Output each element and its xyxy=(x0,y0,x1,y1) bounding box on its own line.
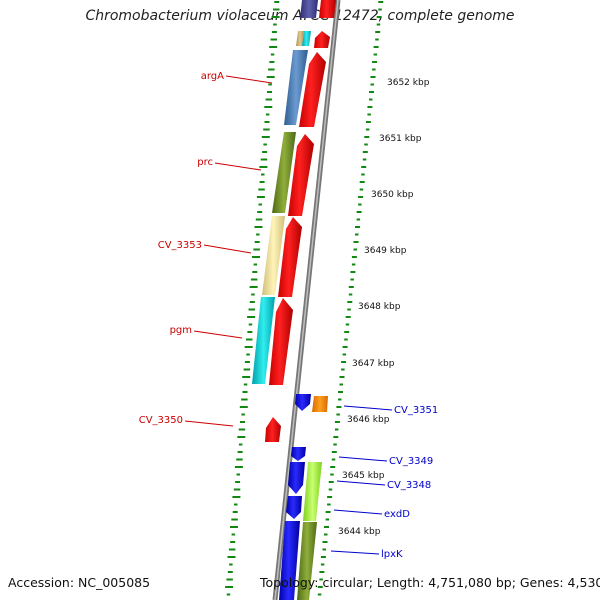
reverse-strand-cds-track xyxy=(265,0,336,442)
tick-label: 3648 kbp xyxy=(358,302,401,312)
cds-arrow-forward[interactable] xyxy=(288,462,305,494)
gene-label-arga[interactable]: argA xyxy=(201,71,224,82)
tick-label: 3644 kbp xyxy=(338,527,381,537)
gene-label-exdd[interactable]: exdD xyxy=(384,509,410,520)
cds-arrow-forward[interactable] xyxy=(295,394,311,411)
cds-arrow-reverse[interactable] xyxy=(265,417,281,442)
cds-arrow-reverse[interactable] xyxy=(299,52,326,127)
position-tick-labels: 3652 kbp 3651 kbp 3650 kbp 3649 kbp 3648… xyxy=(338,78,430,537)
label-leader xyxy=(225,75,273,84)
cog-category-track xyxy=(252,0,318,384)
label-leader xyxy=(193,330,243,339)
cog-block xyxy=(284,50,308,125)
tick-label: 3651 kbp xyxy=(379,134,422,144)
gene-label-cv-3353[interactable]: CV_3353 xyxy=(158,240,202,251)
cog-block xyxy=(300,0,318,18)
label-leader xyxy=(203,244,252,254)
tick-label: 3650 kbp xyxy=(371,190,414,200)
label-leader xyxy=(338,456,388,462)
gene-label-pgm[interactable]: pgm xyxy=(170,325,192,336)
label-leader xyxy=(333,509,383,515)
tick-label: 3649 kbp xyxy=(364,246,407,256)
cog-block xyxy=(262,216,285,295)
accession-text: Accession: NC_005085 xyxy=(8,575,151,590)
cog-block xyxy=(302,31,311,46)
label-leader xyxy=(214,162,262,171)
gene-label-cv-3350[interactable]: CV_3350 xyxy=(139,415,183,426)
label-leader xyxy=(336,480,386,486)
cds-arrow-reverse[interactable] xyxy=(288,134,314,216)
cog-block xyxy=(296,31,304,46)
tick-label: 3647 kbp xyxy=(352,359,395,369)
label-leader xyxy=(184,420,234,427)
label-leader xyxy=(330,550,380,555)
cog-block xyxy=(312,396,328,412)
genome-backbone-highlight xyxy=(274,0,339,600)
cog-category-track-forward xyxy=(297,396,328,600)
map-title: Chromobacterium violaceum ATCC 12472, co… xyxy=(85,8,515,24)
cds-arrow-forward[interactable] xyxy=(291,447,306,461)
gene-label-cv-3348[interactable]: CV_3348 xyxy=(387,480,431,491)
gene-label-lpxk[interactable]: lpxK xyxy=(381,549,403,560)
cds-arrow-forward[interactable] xyxy=(279,521,300,600)
cog-block xyxy=(297,522,317,600)
cog-block xyxy=(303,462,322,521)
gc-content-ring-inner xyxy=(225,1,280,596)
gc-skew-ring-outer xyxy=(317,1,384,596)
forward-strand-cds-track xyxy=(279,394,311,600)
genome-summary-text: Topology: circular; Length: 4,751,080 bp… xyxy=(260,575,600,590)
cds-arrow-forward[interactable] xyxy=(286,496,302,519)
cds-arrow-reverse[interactable] xyxy=(314,31,330,48)
label-leader xyxy=(343,405,393,411)
cds-arrow-reverse[interactable] xyxy=(269,298,293,385)
cds-arrow-reverse[interactable] xyxy=(278,217,302,297)
tick-label: 3652 kbp xyxy=(387,78,430,88)
gene-label-prc[interactable]: prc xyxy=(197,157,213,168)
tick-label: 3646 kbp xyxy=(347,415,390,425)
tick-label: 3645 kbp xyxy=(342,471,385,481)
gene-label-cv-3351[interactable]: CV_3351 xyxy=(394,405,438,416)
cds-arrow-reverse[interactable] xyxy=(319,0,336,18)
gene-label-cv-3349[interactable]: CV_3349 xyxy=(389,456,433,467)
cog-block xyxy=(252,297,275,384)
reverse-gene-labels: argA prc CV_3353 pgm CV_3350 xyxy=(139,71,273,427)
forward-gene-labels: CV_3351 CV_3349 CV_3348 exdD lpxK xyxy=(330,405,438,560)
cog-block xyxy=(272,132,296,213)
